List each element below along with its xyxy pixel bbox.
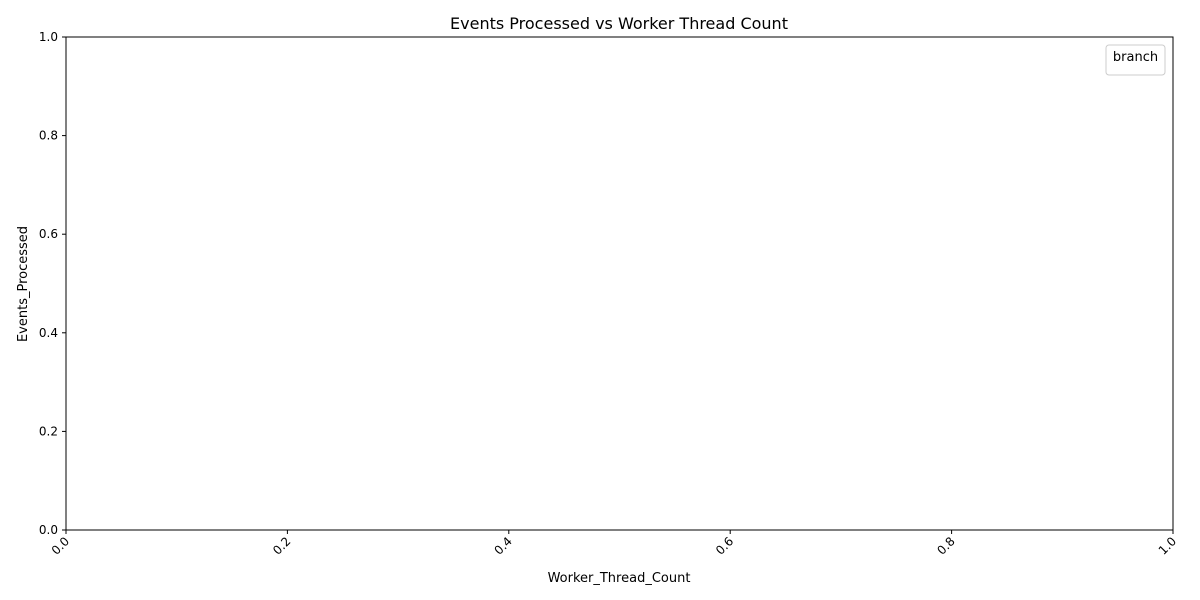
y-tick-label: 0.2 <box>39 424 58 438</box>
y-tick-label: 0.0 <box>39 523 58 537</box>
y-tick-label: 0.4 <box>39 326 58 340</box>
legend-box <box>1105 44 1166 76</box>
x-tick-label: 0.8 <box>934 534 957 557</box>
y-tick-label: 0.6 <box>39 227 58 241</box>
x-tick-label: 0.2 <box>270 534 293 557</box>
x-tick-label: 0.4 <box>492 534 515 557</box>
x-tick-label: 1.0 <box>1156 534 1179 557</box>
legend: branch <box>1105 44 1166 76</box>
x-tick-label: 0.0 <box>49 534 72 557</box>
y-tick-label: 0.8 <box>39 129 58 143</box>
y-tick-label: 1.0 <box>39 30 58 44</box>
x-axis-ticks: 0.0 0.2 0.4 0.6 0.8 1.0 <box>49 530 1179 558</box>
x-tick-label: 0.6 <box>713 534 736 557</box>
plot-area-frame <box>65 36 1174 531</box>
x-axis-label: Worker_Thread_Count <box>548 571 691 586</box>
legend-title: branch <box>1113 50 1158 65</box>
y-axis-label: Events_Processed <box>16 226 31 342</box>
y-axis-ticks: 0.0 0.2 0.4 0.6 0.8 1.0 <box>39 30 66 537</box>
chart-title: Events Processed vs Worker Thread Count <box>450 14 788 33</box>
